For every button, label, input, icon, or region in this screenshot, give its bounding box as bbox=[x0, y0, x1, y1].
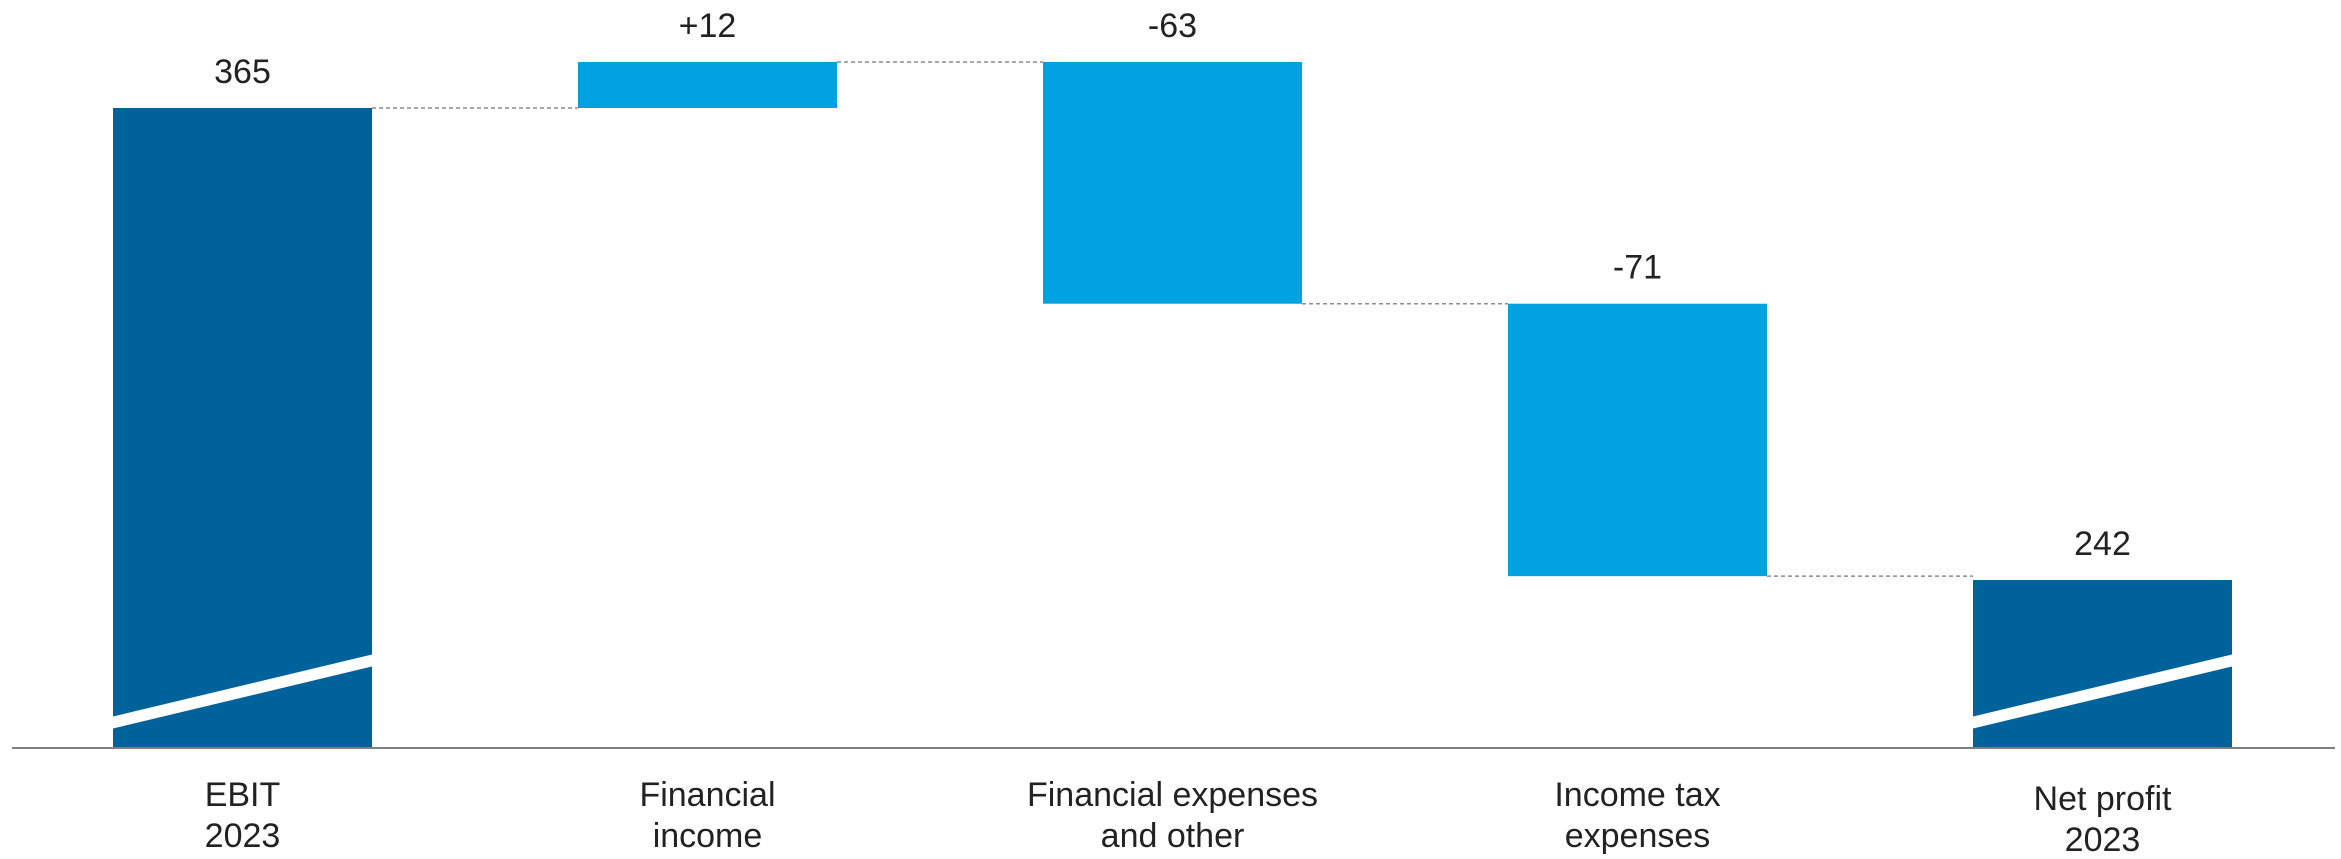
value-label-1: +12 bbox=[679, 7, 737, 45]
bar-4 bbox=[1973, 580, 2232, 748]
bar-group bbox=[113, 61, 2232, 748]
bar-2 bbox=[1043, 61, 1302, 304]
value-labels: 365 +12 -63 -71 242 bbox=[214, 7, 2131, 563]
category-label-0-1: 2023 bbox=[205, 817, 281, 855]
category-label-4-1: 2023 bbox=[2065, 821, 2141, 859]
category-label-4-0: Net profit bbox=[2034, 780, 2172, 818]
category-label-2-0: Financial expenses bbox=[1027, 776, 1318, 814]
bar-3 bbox=[1508, 303, 1767, 577]
value-label-2: -63 bbox=[1148, 7, 1197, 45]
connector-lines bbox=[372, 61, 1973, 577]
bar-1 bbox=[578, 61, 837, 108]
value-label-0: 365 bbox=[214, 53, 271, 91]
category-label-0-0: EBIT bbox=[205, 776, 281, 814]
value-label-4: 242 bbox=[2074, 525, 2131, 563]
axis-break-mark-0 bbox=[111, 654, 374, 729]
bar-0 bbox=[113, 108, 372, 748]
value-label-3: -71 bbox=[1613, 249, 1662, 287]
category-label-3-0: Income tax bbox=[1554, 776, 1720, 814]
axis-break-marks bbox=[111, 654, 2234, 729]
axis-break-mark-4 bbox=[1971, 654, 2234, 729]
category-label-3-1: expenses bbox=[1565, 817, 1711, 855]
category-label-2-1: and other bbox=[1101, 817, 1245, 855]
category-label-1-1: income bbox=[653, 817, 763, 855]
category-label-1-0: Financial bbox=[639, 776, 775, 814]
